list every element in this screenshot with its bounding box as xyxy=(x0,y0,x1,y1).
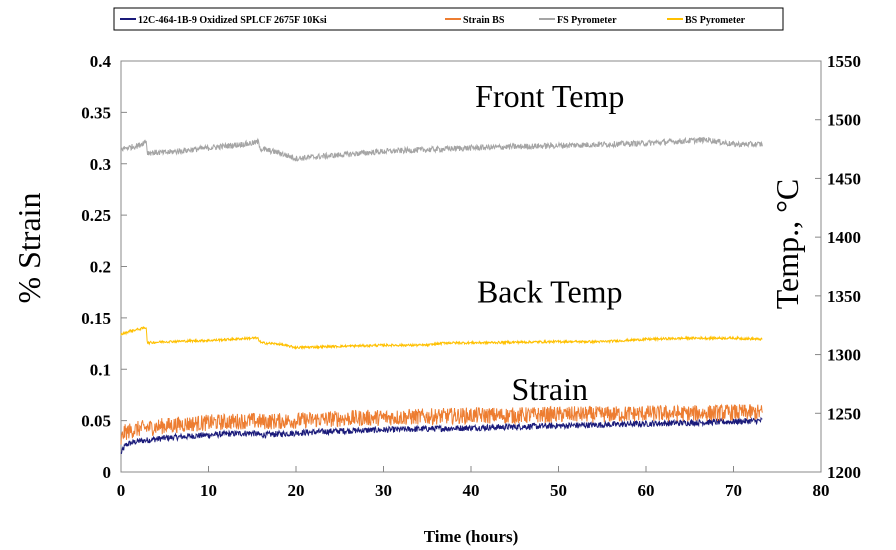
y-left-tick-label: 0.4 xyxy=(90,52,112,71)
legend-item-series-1: Strain BS xyxy=(445,15,505,26)
y-left-tick-label: 0.1 xyxy=(90,360,111,379)
y-axis-right: 1200 1250 1300 1350 1400 1450 1500 1550 xyxy=(815,52,861,482)
x-tick-label: 30 xyxy=(375,481,392,500)
x-tick-label: 60 xyxy=(638,481,655,500)
legend-item-series-2: FS Pyrometer xyxy=(539,15,617,26)
y-right-tick-label: 1500 xyxy=(827,111,861,130)
x-axis: 0 10 20 30 40 50 60 70 80 xyxy=(117,466,830,500)
x-tick-label: 10 xyxy=(200,481,217,500)
y-right-tick-label: 1350 xyxy=(827,287,861,306)
y-left-tick-label: 0 xyxy=(103,463,112,482)
y-right-tick-label: 1300 xyxy=(827,346,861,365)
series-layer xyxy=(120,136,763,455)
y-axis-left-title: % Strain xyxy=(11,192,47,303)
series-line-3 xyxy=(120,325,763,351)
legend-item-series-0: 12C-464-1B-9 Oxidized SPLCF 2675F 10Ksi xyxy=(120,15,327,26)
legend-label-series-2: FS Pyrometer xyxy=(557,15,617,26)
y-left-tick-label: 0.05 xyxy=(81,412,111,431)
y-right-tick-label: 1550 xyxy=(827,52,861,71)
y-left-tick-label: 0.15 xyxy=(81,309,111,328)
x-tick-label: 80 xyxy=(813,481,830,500)
legend: 12C-464-1B-9 Oxidized SPLCF 2675F 10Ksi … xyxy=(113,7,784,31)
x-axis-title: Time (hours) xyxy=(424,527,519,546)
y-axis-left: 0 0.05 0.1 0.15 0.2 0.25 0.3 0.35 0.4 xyxy=(81,52,127,482)
series-line-0 xyxy=(120,416,763,455)
legend-label-series-1: Strain BS xyxy=(463,15,505,26)
legend-label-series-3: BS Pyrometer xyxy=(685,15,746,26)
y-left-tick-label: 0.25 xyxy=(81,206,111,225)
annotations: Front Temp Back Temp Strain xyxy=(475,78,624,407)
x-tick-label: 40 xyxy=(463,481,480,500)
annotation-label: Back Temp xyxy=(477,273,623,309)
legend-label-series-0: 12C-464-1B-9 Oxidized SPLCF 2675F 10Ksi xyxy=(138,15,327,26)
y-right-tick-label: 1250 xyxy=(827,404,861,423)
y-axis-right-title: Temp., °C xyxy=(769,179,805,310)
series-line-1 xyxy=(120,403,763,445)
y-right-tick-label: 1450 xyxy=(827,169,861,188)
x-tick-label: 70 xyxy=(725,481,742,500)
y-left-tick-label: 0.2 xyxy=(90,258,111,277)
annotation-label: Front Temp xyxy=(475,78,624,114)
series-line-2 xyxy=(120,136,763,162)
y-right-tick-label: 1400 xyxy=(827,228,861,247)
y-left-tick-label: 0.3 xyxy=(90,155,111,174)
y-left-tick-label: 0.35 xyxy=(81,103,111,122)
legend-item-series-3: BS Pyrometer xyxy=(667,15,746,26)
x-tick-label: 50 xyxy=(550,481,567,500)
annotation-label: Strain xyxy=(512,371,588,407)
y-right-tick-label: 1200 xyxy=(827,463,861,482)
x-tick-label: 0 xyxy=(117,481,126,500)
x-tick-label: 20 xyxy=(288,481,305,500)
